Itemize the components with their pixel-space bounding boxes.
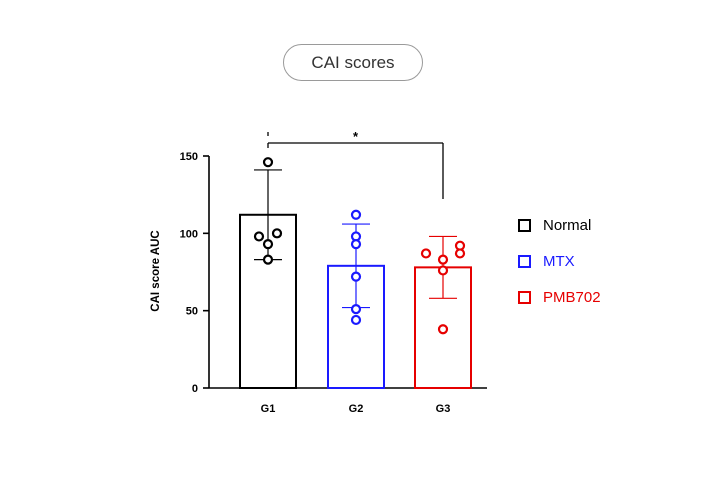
data-point-g3 xyxy=(437,265,449,276)
x-tick-label: G3 xyxy=(436,403,451,415)
significance-label: * xyxy=(353,129,359,144)
data-point-g3 xyxy=(454,248,466,259)
data-point-g1 xyxy=(262,254,274,265)
data-point-g3 xyxy=(437,254,449,265)
data-point-g1 xyxy=(262,239,274,250)
y-tick-label: 0 xyxy=(192,383,198,395)
data-point-g1 xyxy=(262,157,274,168)
legend-swatch-pmb702 xyxy=(518,290,531,304)
data-point-g3 xyxy=(420,248,432,259)
x-tick-label: G2 xyxy=(349,403,364,415)
legend: Normal MTX PMB702 xyxy=(518,214,601,322)
chart-title: CAI scores xyxy=(283,44,423,81)
data-point-g1 xyxy=(253,231,265,242)
data-point-g2 xyxy=(350,239,362,250)
legend-item-normal: Normal xyxy=(518,214,601,236)
legend-item-mtx: MTX xyxy=(518,250,601,272)
legend-item-pmb702: PMB702 xyxy=(518,286,601,308)
data-point-g3 xyxy=(437,324,449,335)
data-point-g2 xyxy=(350,314,362,326)
legend-label-pmb702: PMB702 xyxy=(543,288,601,306)
legend-label-normal: Normal xyxy=(543,216,592,234)
y-tick-label: 50 xyxy=(186,306,198,318)
y-tick-label: 100 xyxy=(180,228,198,240)
data-point-g2 xyxy=(350,209,362,220)
y-axis-label: CAI score AUC xyxy=(150,230,162,311)
y-tick-label: 150 xyxy=(180,151,198,163)
data-point-g2 xyxy=(350,304,362,315)
legend-swatch-normal xyxy=(518,218,531,232)
data-point-g2 xyxy=(350,271,362,282)
legend-label-mtx: MTX xyxy=(543,252,575,270)
data-point-g1 xyxy=(271,228,283,239)
x-tick-label: G1 xyxy=(261,403,276,415)
legend-swatch-mtx xyxy=(518,254,531,268)
